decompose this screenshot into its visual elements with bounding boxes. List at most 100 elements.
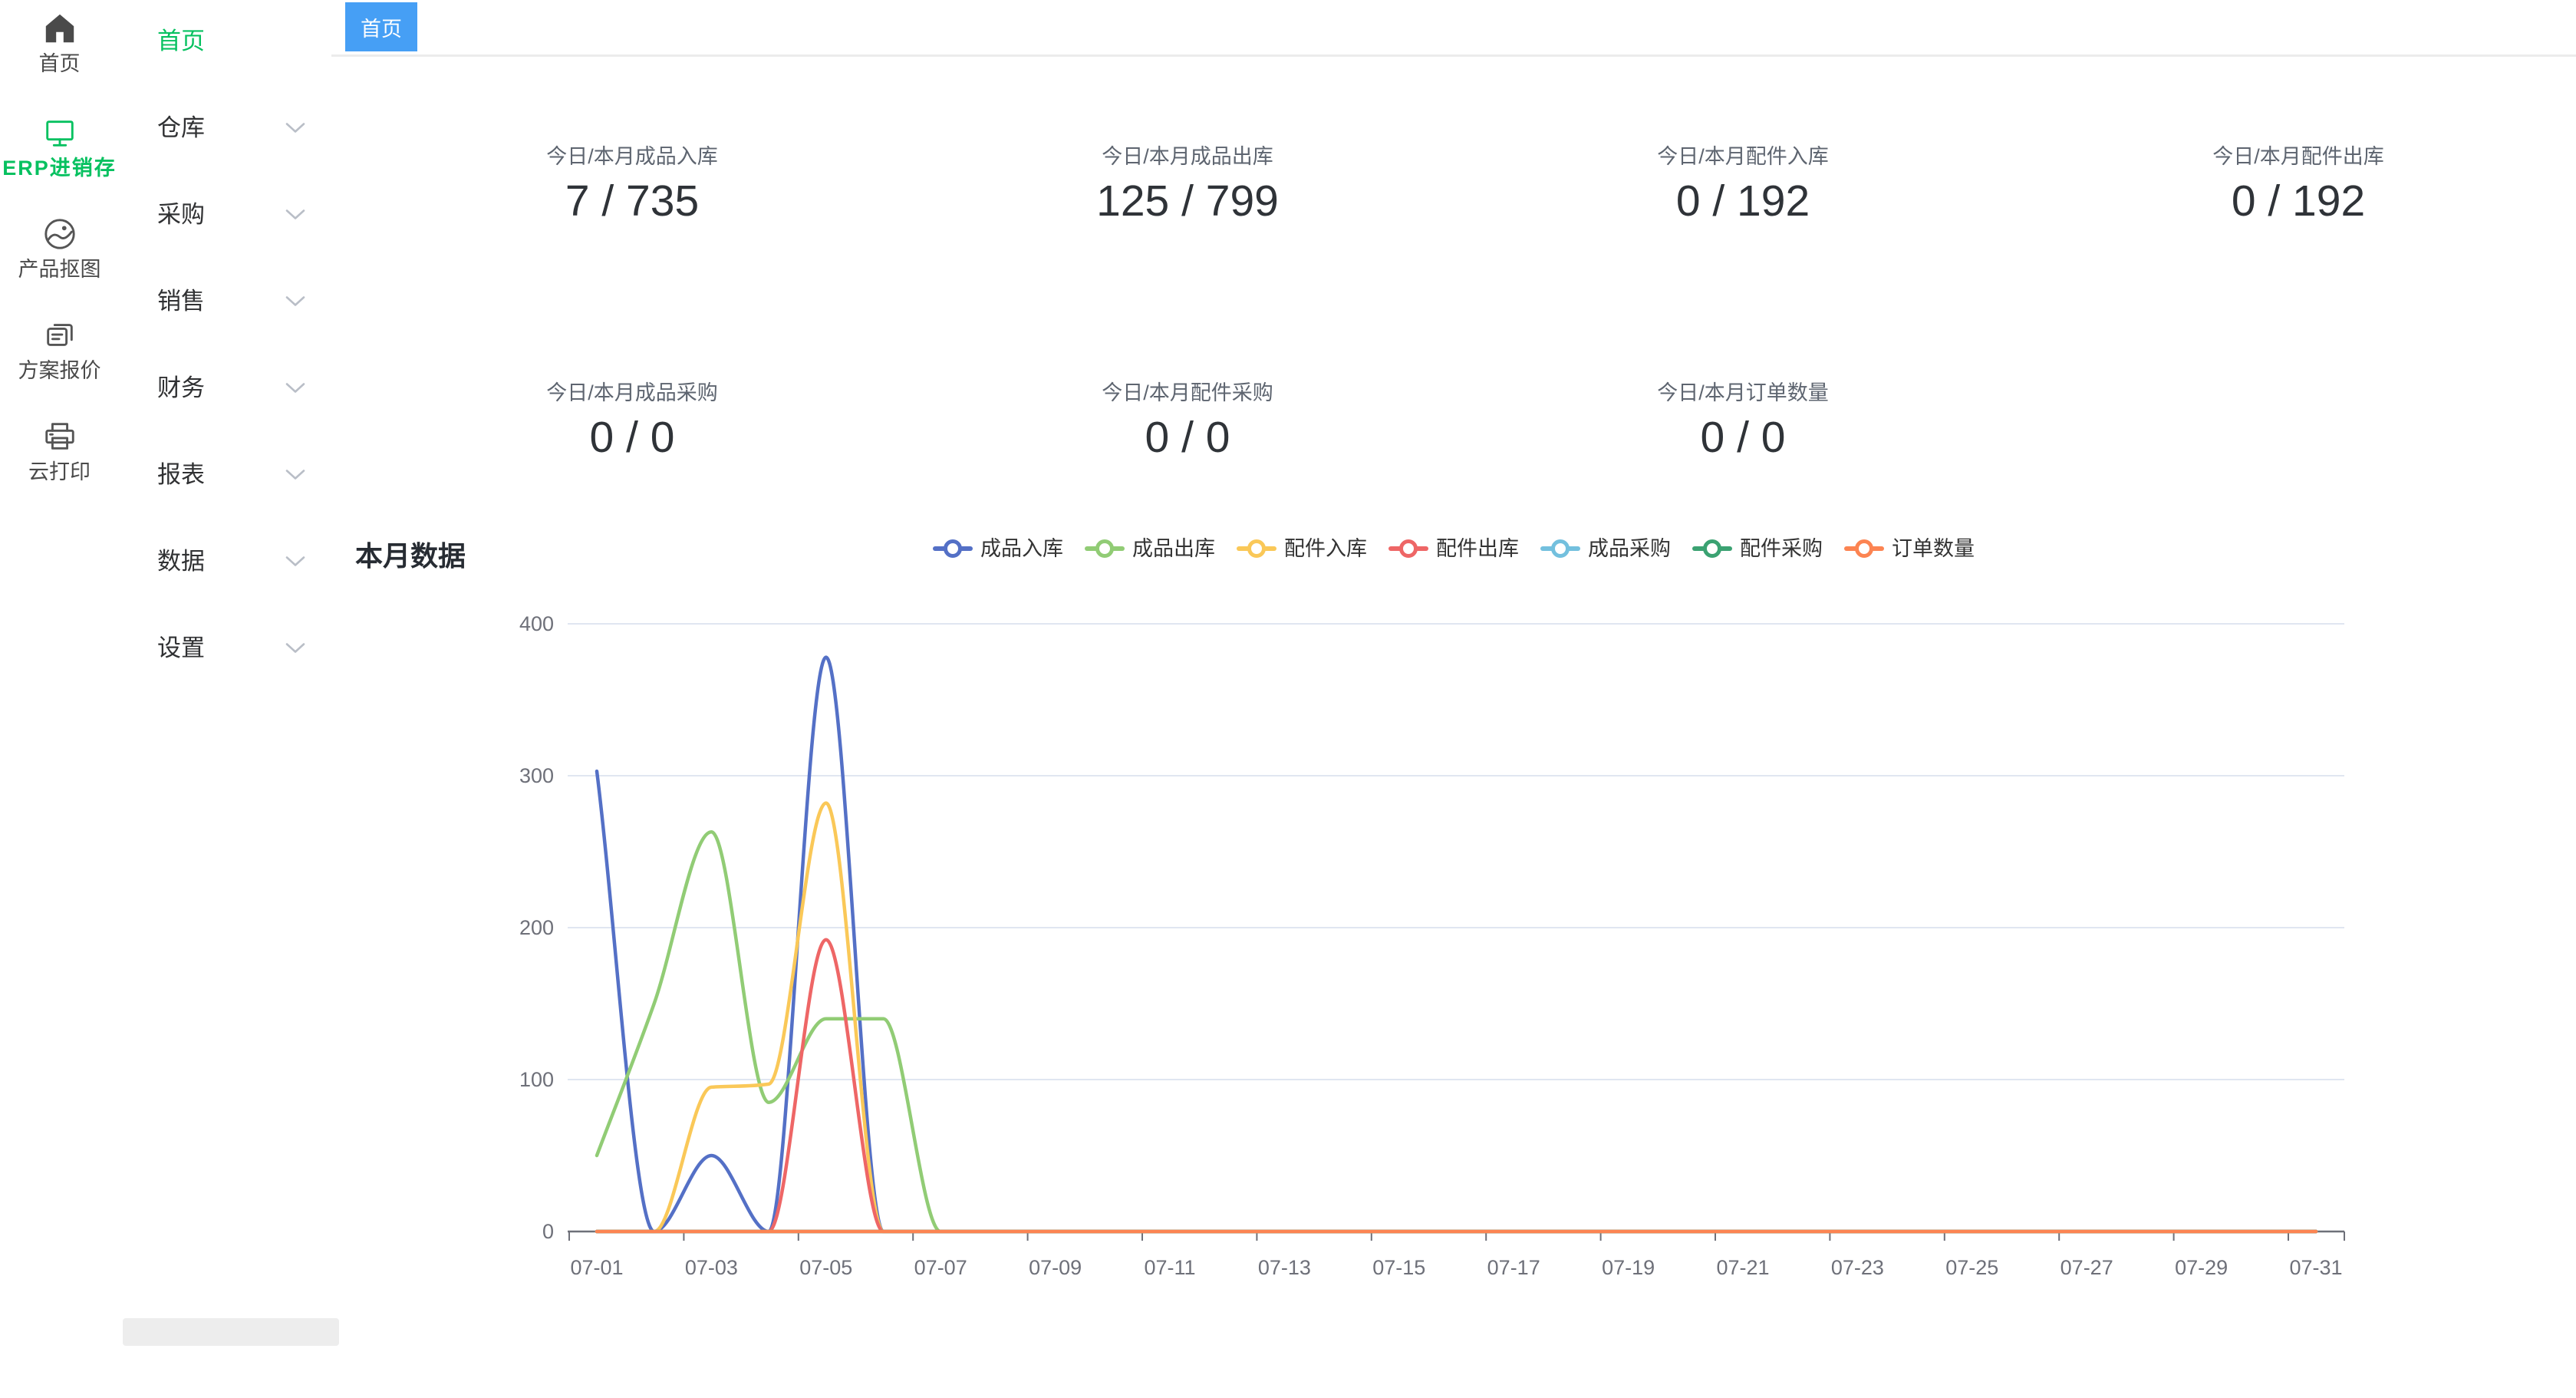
monitor-icon <box>45 120 74 147</box>
x-axis-label: 07-15 <box>1372 1256 1425 1279</box>
stat-label: 今日/本月成品采购 <box>546 381 718 404</box>
menu-item-sales[interactable]: 销售 <box>119 277 331 326</box>
legend-item-成品出库[interactable]: 成品出库 <box>1085 538 1215 559</box>
menu-item-label: 仓库 <box>157 114 205 141</box>
menu-item-home[interactable]: 首页 <box>119 17 331 66</box>
x-axis-label: 07-11 <box>1144 1256 1195 1279</box>
legend-item-成品入库[interactable]: 成品入库 <box>933 538 1063 559</box>
menu-item-label: 设置 <box>157 635 205 661</box>
series-line-成品入库 <box>595 655 2318 1234</box>
legend-ring-icon <box>944 539 962 558</box>
x-axis-label: 07-09 <box>1029 1256 1082 1279</box>
chevron-down-icon <box>285 556 305 568</box>
stat-card-parts-in: 今日/本月配件入库 0 / 192 <box>1465 144 2021 223</box>
rail-item-label: 方案报价 <box>18 359 101 382</box>
stat-value: 7 / 735 <box>565 176 700 226</box>
chevron-down-icon <box>285 123 305 134</box>
stat-value: 0 / 0 <box>1145 413 1230 463</box>
series-line-配件出库 <box>595 938 2318 1234</box>
legend-ring-icon <box>1703 539 1721 558</box>
rail-item-erp[interactable]: ERP进销存 <box>0 115 119 179</box>
stat-label: 今日/本月成品出库 <box>1102 145 1273 168</box>
stat-label: 今日/本月配件入库 <box>1657 145 1829 168</box>
legend-item-配件采购[interactable]: 配件采购 <box>1692 536 1823 560</box>
rail-item-home[interactable]: 首页 <box>0 11 119 74</box>
x-axis-label: 07-27 <box>2060 1256 2113 1279</box>
chevron-down-icon <box>285 383 305 394</box>
legend-label: 订单数量 <box>1892 536 1975 560</box>
menu-item-label: 销售 <box>157 288 205 315</box>
y-axis-label: 0 <box>542 1220 554 1243</box>
stat-value: 0 / 0 <box>589 413 675 463</box>
stat-value: 125 / 799 <box>1096 176 1279 226</box>
legend-ring-icon <box>1551 539 1570 558</box>
stat-card-finished-out: 今日/本月成品出库 125 / 799 <box>910 144 1465 223</box>
rail-item-label: 首页 <box>38 52 81 75</box>
menu-item-settings[interactable]: 设置 <box>119 624 331 673</box>
legend-ring-icon <box>1855 539 1873 558</box>
menu-item-purchase[interactable]: 采购 <box>119 190 331 239</box>
x-axis-label: 07-03 <box>685 1256 738 1279</box>
x-axis-label: 07-13 <box>1258 1256 1311 1279</box>
stat-value: 0 / 0 <box>1700 413 1786 463</box>
menu-item-warehouse[interactable]: 仓库 <box>119 104 331 153</box>
rail-item-quotation[interactable]: 方案报价 <box>0 318 119 381</box>
menu-item-label: 财务 <box>157 374 205 401</box>
x-axis-label: 07-01 <box>570 1256 623 1279</box>
series-line-配件入库 <box>595 801 2318 1234</box>
legend-item-配件出库[interactable]: 配件出库 <box>1388 536 1519 560</box>
y-axis-label: 400 <box>519 612 554 635</box>
x-axis-label: 07-07 <box>914 1256 967 1279</box>
x-axis-label: 07-29 <box>2175 1256 2228 1279</box>
rail-item-product-matting[interactable]: 产品抠图 <box>0 216 119 280</box>
menu-item-finance[interactable]: 财务 <box>119 364 331 413</box>
tabbar-divider <box>331 54 2576 57</box>
menu-item-label: 采购 <box>157 201 205 228</box>
chevron-down-icon <box>285 296 305 308</box>
legend-item-成品采购[interactable]: 成品采购 <box>1540 538 1671 559</box>
bottom-placeholder-bar <box>123 1318 339 1346</box>
tab-label: 首页 <box>361 17 402 41</box>
chevron-down-icon <box>285 470 305 481</box>
stat-card-order-count: 今日/本月订单数量 0 / 0 <box>1465 381 2021 460</box>
stat-card-finished-purchase: 今日/本月成品采购 0 / 0 <box>354 381 910 460</box>
legend-marker-icon <box>1237 539 1276 558</box>
stat-label: 今日/本月配件出库 <box>2212 145 2384 168</box>
y-axis-label: 300 <box>519 764 554 787</box>
printer-icon <box>44 423 74 450</box>
rail-item-label: 云打印 <box>28 460 91 483</box>
x-axis-label: 07-23 <box>1831 1256 1884 1279</box>
stats-row-2: 今日/本月成品采购 0 / 0 今日/本月配件采购 0 / 0 今日/本月订单数… <box>354 381 2576 460</box>
x-axis-label: 07-19 <box>1602 1256 1655 1279</box>
home-icon <box>45 14 74 43</box>
x-axis-label: 07-05 <box>799 1256 852 1279</box>
menu-item-label: 报表 <box>157 461 205 488</box>
legend-marker-icon <box>933 539 973 558</box>
legend-label: 配件出库 <box>1436 536 1519 560</box>
side-menu: 首页 仓库 采购 销售 财务 报表 数据 设置 <box>119 0 331 1398</box>
legend-marker-icon <box>1388 539 1428 558</box>
x-axis-label: 07-21 <box>1716 1256 1769 1279</box>
y-axis-label: 100 <box>519 1068 554 1091</box>
menu-item-label: 数据 <box>157 548 205 575</box>
x-axis-label: 07-17 <box>1487 1256 1540 1279</box>
legend-label: 配件采购 <box>1740 536 1823 560</box>
menu-item-reports[interactable]: 报表 <box>119 450 331 500</box>
legend-ring-icon <box>1247 539 1266 558</box>
rail-item-label: 产品抠图 <box>18 258 101 281</box>
tab-home[interactable]: 首页 <box>345 2 417 51</box>
legend-item-配件入库[interactable]: 配件入库 <box>1237 538 1367 559</box>
legend-marker-icon <box>1540 539 1580 558</box>
x-axis-label: 07-31 <box>2289 1256 2342 1279</box>
stat-label: 今日/本月成品入库 <box>546 145 718 168</box>
rail-item-cloud-print[interactable]: 云打印 <box>0 419 119 483</box>
legend-item-订单数量[interactable]: 订单数量 <box>1844 536 1975 560</box>
legend-marker-icon <box>1844 539 1884 558</box>
stat-value: 0 / 192 <box>1675 176 1810 226</box>
stats-row-1: 今日/本月成品入库 7 / 735 今日/本月成品出库 125 / 799 今日… <box>354 144 2576 223</box>
stat-card-finished-in: 今日/本月成品入库 7 / 735 <box>354 144 910 223</box>
legend-ring-icon <box>1399 539 1418 558</box>
stat-card-parts-purchase: 今日/本月配件采购 0 / 0 <box>910 381 1465 460</box>
menu-item-data[interactable]: 数据 <box>119 537 331 586</box>
chart-legend: 成品入库 成品出库 配件入库 配件出库 成品采购 配件采购 订单数量 <box>331 528 2576 569</box>
